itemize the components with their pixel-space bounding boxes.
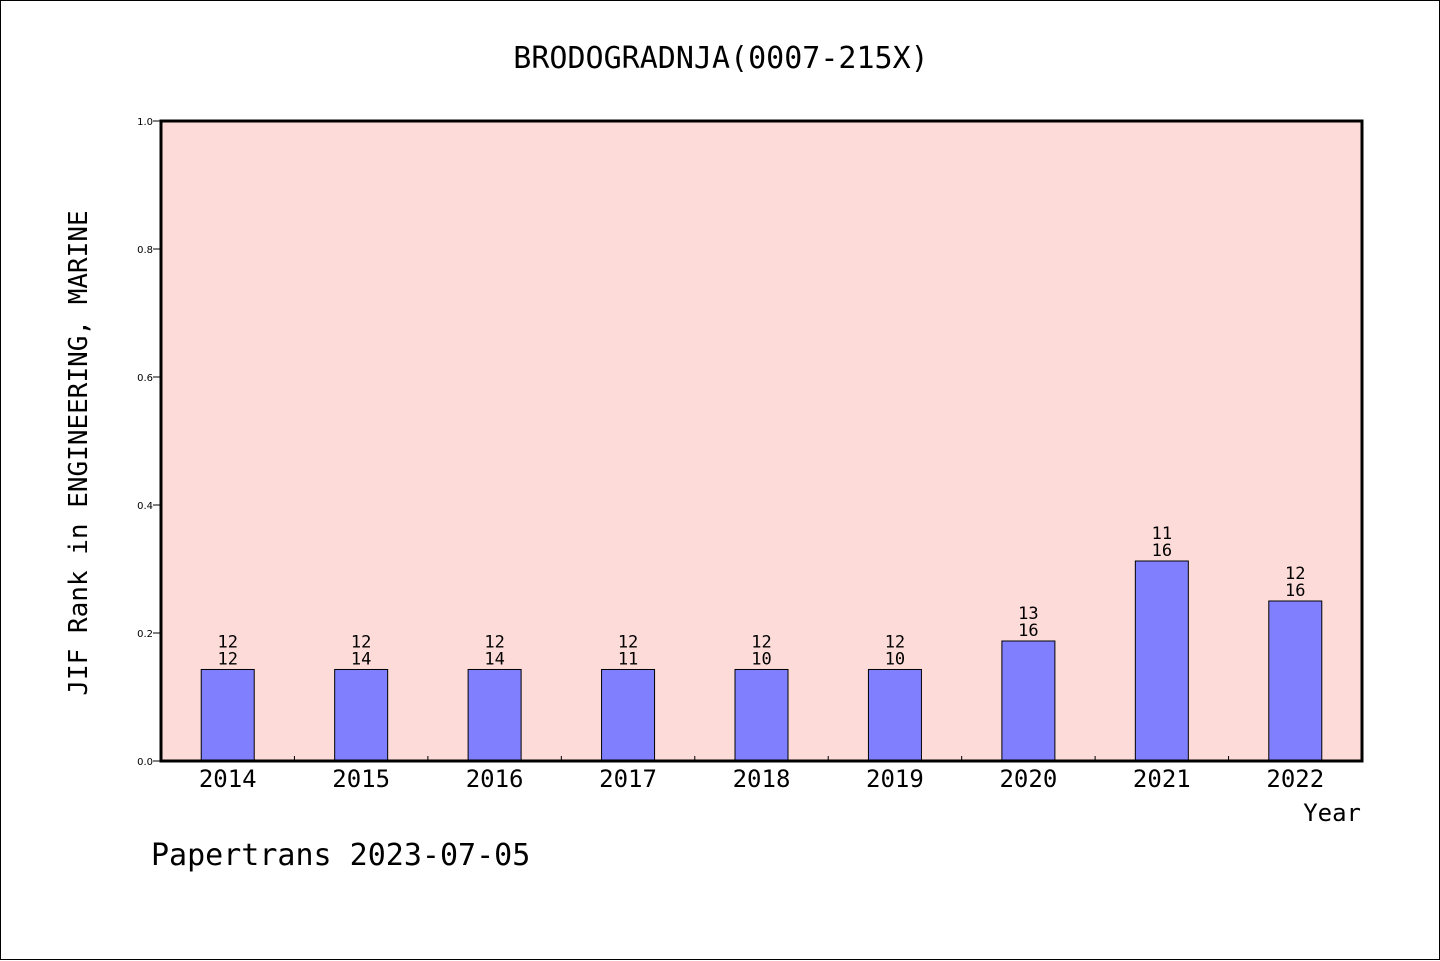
bar-2020 xyxy=(1001,640,1056,762)
y-tick-label: 0.2 xyxy=(137,629,153,640)
bar-label-top: 12 xyxy=(618,632,638,652)
bar-label-top: 12 xyxy=(751,632,771,652)
y-tick-label: 1.0 xyxy=(137,117,153,128)
bar-label-bottom: 10 xyxy=(885,649,905,669)
y-tick-label: 0.6 xyxy=(137,373,153,384)
x-axis-label: Year xyxy=(1303,799,1361,827)
x-tick-label: 2018 xyxy=(733,765,791,793)
x-tick-label: 2019 xyxy=(866,765,924,793)
bar-label-bottom: 16 xyxy=(1152,541,1172,561)
bar-label-bottom: 14 xyxy=(351,649,371,669)
bar-label-bottom: 16 xyxy=(1285,581,1305,601)
bar-label-top: 12 xyxy=(351,632,371,652)
bar-label-bottom: 16 xyxy=(1018,621,1038,641)
bar-label-bottom: 11 xyxy=(618,649,638,669)
y-axis-label: JIF Rank in ENGINEERING, MARINE xyxy=(64,210,94,695)
x-tick-label: 2015 xyxy=(332,765,390,793)
plot-area: 0.00.20.40.60.81.01212201412142015121420… xyxy=(137,117,1364,793)
bar-label-top: 12 xyxy=(885,632,905,652)
bar-label-top: 13 xyxy=(1018,604,1038,624)
bar-2022 xyxy=(1268,600,1323,762)
chart-title: BRODOGRADNJA(0007-215X) xyxy=(513,41,928,76)
bar-2018 xyxy=(734,668,789,762)
plot-border xyxy=(159,119,1364,763)
bar-label-top: 12 xyxy=(1285,564,1305,584)
x-tick-label: 2020 xyxy=(999,765,1057,793)
bar-label-bottom: 10 xyxy=(751,649,771,669)
x-tick-label: 2017 xyxy=(599,765,657,793)
bar-label-bottom: 14 xyxy=(484,649,504,669)
bar-label-top: 11 xyxy=(1152,524,1172,544)
footer-text: Papertrans 2023-07-05 xyxy=(151,838,530,873)
bar-2016 xyxy=(467,668,522,762)
bar-2015 xyxy=(334,668,389,762)
y-tick-label: 0.8 xyxy=(137,245,153,256)
bar-label-bottom: 12 xyxy=(217,649,237,669)
bar-label-top: 12 xyxy=(217,632,237,652)
y-tick-label: 0.4 xyxy=(137,501,153,512)
bar-2014 xyxy=(200,668,255,762)
bar-label-top: 12 xyxy=(484,632,504,652)
bar-2017 xyxy=(601,668,656,762)
y-tick-label: 0.0 xyxy=(137,757,153,768)
bar-2019 xyxy=(867,668,922,762)
x-tick-label: 2022 xyxy=(1266,765,1324,793)
x-tick-label: 2014 xyxy=(199,765,257,793)
x-tick-label: 2021 xyxy=(1133,765,1191,793)
bar-2021 xyxy=(1134,560,1189,762)
x-tick-label: 2016 xyxy=(466,765,524,793)
